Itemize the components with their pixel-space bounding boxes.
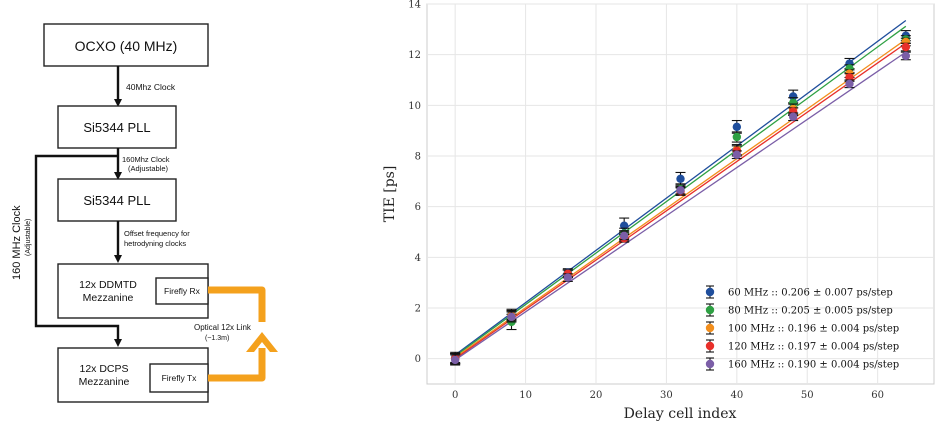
legend-marker	[706, 360, 714, 368]
pll2-label: Si5344 PLL	[83, 193, 150, 208]
side-clock-label-2: (Adjustable)	[25, 219, 32, 256]
y-tick-label: 0	[415, 354, 421, 365]
legend-entry: 100 MHz :: 0.196 ± 0.004 ps/step	[728, 324, 899, 335]
offset-label-2: hetrodyning clocks	[124, 239, 186, 248]
pll1-label: Si5344 PLL	[83, 120, 150, 135]
dcps-label-2: Mezzanine	[79, 376, 130, 388]
optical-link-path	[208, 348, 262, 378]
y-tick-label: 14	[408, 0, 421, 11]
y-tick-label: 2	[415, 304, 421, 315]
firefly-tx-label: Firefly Tx	[162, 373, 198, 383]
firefly-rx-label: Firefly Rx	[164, 286, 201, 296]
legend-marker	[706, 288, 714, 296]
legend-marker	[706, 324, 714, 332]
optical-link-label-1: Optical 12x Link	[194, 323, 252, 332]
legend-entry: 60 MHz :: 0.206 ± 0.007 ps/step	[728, 288, 893, 299]
legend-entry: 80 MHz :: 0.205 ± 0.005 ps/step	[728, 306, 893, 317]
ddmtd-label-1: 12x DDMTD	[79, 279, 137, 291]
optical-link-label-2: (~1.3m)	[205, 335, 229, 342]
data-point	[902, 43, 910, 51]
ocxo-label: OCXO (40 MHz)	[75, 38, 178, 54]
data-point	[733, 151, 741, 159]
x-tick-labels: 0 10 20 30 40 50 60	[452, 390, 884, 401]
x-axis-label: Delay cell index	[624, 406, 737, 422]
y-axis-label: TIE [ps]	[382, 166, 398, 223]
x-tick-label: 30	[660, 390, 673, 401]
clock40-label: 40Mhz Clock	[126, 82, 176, 92]
data-point	[733, 123, 741, 131]
optical-link-path-upper	[208, 290, 262, 322]
y-tick-label: 10	[408, 101, 421, 112]
ddmtd-label-2: Mezzanine	[83, 292, 134, 304]
legend-entry: 160 MHz :: 0.190 ± 0.004 ps/step	[728, 360, 899, 371]
clock160-label-2: (Adjustable)	[128, 164, 169, 173]
data-point	[507, 313, 515, 321]
legend-entry: 120 MHz :: 0.197 ± 0.004 ps/step	[728, 342, 899, 353]
side-clock-label-1: 160 MHz Clock	[11, 205, 23, 280]
data-point	[845, 80, 853, 88]
data-point	[676, 186, 684, 194]
data-point	[451, 356, 459, 364]
dcps-label-1: 12x DCPS	[79, 363, 128, 375]
data-point	[620, 232, 628, 240]
x-tick-label: 60	[871, 390, 884, 401]
y-tick-labels: 0 2 4 6 8 10 12 14	[408, 0, 421, 365]
data-point	[564, 273, 572, 281]
data-point	[902, 52, 910, 60]
offset-label-1: Offset frequency for	[124, 229, 190, 238]
legend-marker	[706, 306, 714, 314]
clock160-label-1: 160Mhz Clock	[122, 155, 170, 164]
y-tick-label: 12	[408, 50, 421, 61]
x-tick-label: 0	[452, 390, 458, 401]
tie-vs-delay-chart: 0 10 20 30 40 50 60 0 2 4 6 8 10 12 14 Delay cell ind…	[370, 0, 939, 426]
x-tick-label: 20	[590, 390, 603, 401]
data-point	[733, 133, 741, 141]
y-tick-label: 8	[415, 152, 421, 163]
legend-marker	[706, 342, 714, 350]
y-tick-label: 4	[415, 253, 421, 264]
x-tick-label: 40	[730, 390, 743, 401]
y-tick-label: 6	[415, 202, 421, 213]
data-point	[676, 175, 684, 183]
data-point	[789, 113, 797, 121]
x-tick-label: 10	[519, 390, 532, 401]
clock-distribution-diagram: OCXO (40 MHz) 40Mhz Clock Si5344 PLL 160…	[0, 0, 300, 426]
x-tick-label: 50	[801, 390, 814, 401]
